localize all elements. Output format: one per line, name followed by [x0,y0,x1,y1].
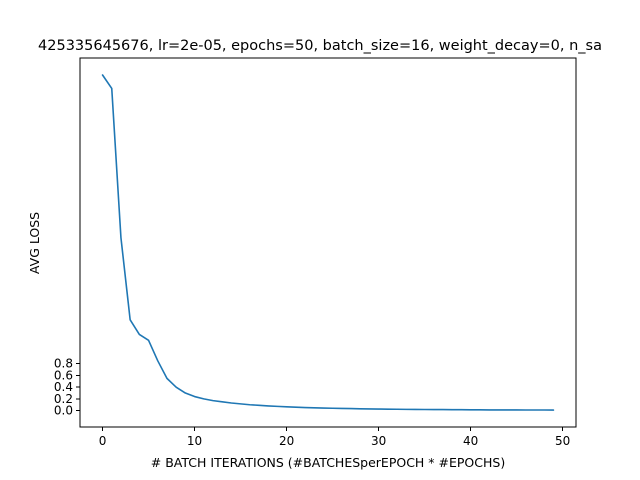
series-line-0 [101,74,555,411]
x-tick-label: 0 [99,434,107,448]
axes-frame [79,57,577,428]
x-axis-ticks: 0 10 20 30 40 50 [99,427,570,448]
x-tick-label: 20 [279,434,294,448]
y-tick-label: 0.2 [54,392,73,406]
chart-title: 425335645676, lr=2e-05, epochs=50, batch… [38,38,602,54]
x-tick-label: 10 [187,434,202,448]
y-tick-label: 0.4 [54,380,73,394]
y-tick-label: 0.6 [54,368,73,382]
y-axis-ticks: 0.00.20.40.60.8 [54,357,80,418]
x-tick-label: 50 [555,434,570,448]
y-tick-label: 0.8 [54,357,73,371]
x-axis-label: # BATCH ITERATIONS (#BATCHESperEPOCH * #… [151,455,505,470]
x-tick-label: 40 [463,434,478,448]
y-tick-label: 0.0 [54,404,73,418]
plot-area [101,74,555,411]
x-tick-label: 30 [371,434,386,448]
y-axis-label: AVG LOSS [27,212,42,274]
